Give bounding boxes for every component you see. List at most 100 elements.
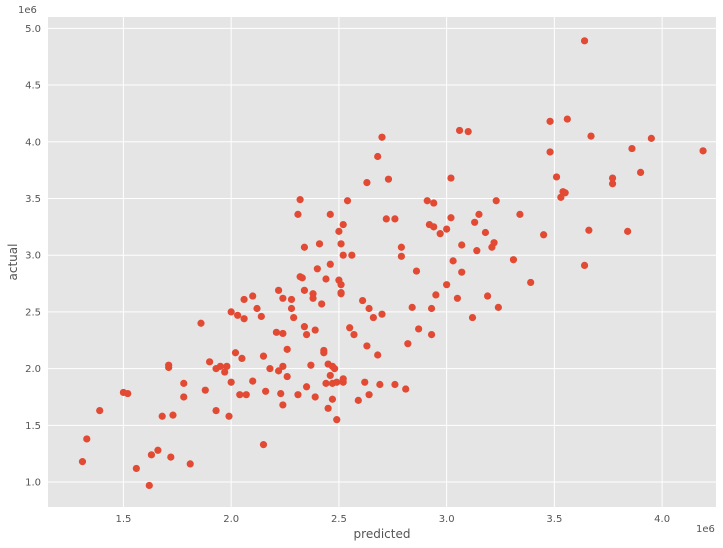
data-point <box>147 451 156 459</box>
data-point <box>326 210 334 218</box>
data-point <box>283 345 291 353</box>
data-point <box>455 126 464 135</box>
data-point <box>266 365 274 373</box>
data-point <box>206 358 214 366</box>
data-point <box>628 144 636 153</box>
gridlines <box>48 17 716 507</box>
y-tick-label: 2.0 <box>25 364 41 375</box>
data-point <box>132 464 140 473</box>
data-point <box>287 295 296 304</box>
data-point <box>78 458 87 466</box>
data-point <box>309 294 317 302</box>
data-point <box>580 37 589 45</box>
data-point <box>430 199 438 207</box>
data-point <box>384 175 393 183</box>
data-point <box>300 286 309 294</box>
data-point <box>262 387 270 395</box>
data-point <box>402 385 410 393</box>
data-point <box>369 313 377 322</box>
y-tick-label: 3.5 <box>25 194 41 205</box>
data-point <box>585 226 593 234</box>
data-point <box>302 330 311 339</box>
data-point <box>363 342 371 350</box>
data-point <box>699 147 707 155</box>
data-point <box>359 296 367 305</box>
data-point <box>647 134 655 142</box>
data-point <box>563 115 571 123</box>
data-point <box>212 406 220 415</box>
data-point <box>324 404 332 412</box>
x-tick-label: 3.5 <box>546 514 562 525</box>
data-point <box>412 267 421 275</box>
data-point <box>453 294 462 302</box>
x-tick-label: 3.0 <box>439 514 455 525</box>
data-point <box>447 174 455 182</box>
data-point <box>516 210 524 218</box>
data-point <box>361 378 369 386</box>
data-point <box>300 243 309 251</box>
data-point <box>443 281 451 289</box>
data-point <box>546 117 554 125</box>
data-point <box>540 231 548 239</box>
data-point <box>259 441 268 449</box>
data-point <box>391 380 399 389</box>
x-tick-label: 2.5 <box>331 514 347 525</box>
plot-background <box>48 17 716 507</box>
data-point <box>311 326 319 334</box>
data-point <box>339 220 347 229</box>
data-point <box>238 354 246 363</box>
data-point <box>169 411 177 419</box>
data-point <box>302 383 311 391</box>
data-point <box>186 460 194 468</box>
x-axis-title: predicted <box>354 527 411 541</box>
data-point <box>481 228 490 237</box>
data-point <box>443 225 451 233</box>
data-points <box>78 37 707 490</box>
y-offset-label: 1e6 <box>18 5 37 16</box>
data-point <box>298 274 306 282</box>
data-point <box>624 227 632 235</box>
data-point <box>96 406 104 415</box>
y-axis-title: actual <box>6 244 20 281</box>
data-point <box>471 218 479 226</box>
data-point <box>326 260 334 268</box>
data-point <box>83 435 91 443</box>
data-point <box>242 391 250 399</box>
data-point <box>165 363 173 372</box>
data-point <box>279 401 287 409</box>
data-point <box>492 197 500 205</box>
data-point <box>382 215 390 223</box>
data-point <box>294 210 302 218</box>
data-point <box>587 132 595 140</box>
y-tick-label: 5.0 <box>25 24 41 35</box>
data-point <box>397 243 405 251</box>
data-point <box>225 412 233 420</box>
data-point <box>257 312 265 321</box>
data-point <box>274 367 283 375</box>
data-point <box>279 294 287 302</box>
data-point <box>300 323 309 331</box>
data-point <box>167 453 175 461</box>
data-point <box>350 330 358 339</box>
y-tick-label: 4.0 <box>25 137 41 148</box>
data-point <box>636 168 645 176</box>
data-point <box>348 251 356 259</box>
x-tick-label: 1.5 <box>115 514 131 525</box>
data-point <box>408 303 416 311</box>
x-tick-label: 2.0 <box>223 514 239 525</box>
data-point <box>234 311 242 319</box>
data-point <box>326 371 334 380</box>
data-point <box>333 416 341 424</box>
data-point <box>374 351 382 359</box>
data-point <box>378 133 386 141</box>
data-point <box>337 281 345 289</box>
data-point <box>320 349 328 357</box>
data-point <box>180 379 188 387</box>
data-point <box>322 275 330 283</box>
data-point <box>337 290 345 298</box>
data-point <box>274 286 283 294</box>
data-point <box>483 292 492 300</box>
data-point <box>296 196 304 204</box>
data-point <box>430 223 438 231</box>
